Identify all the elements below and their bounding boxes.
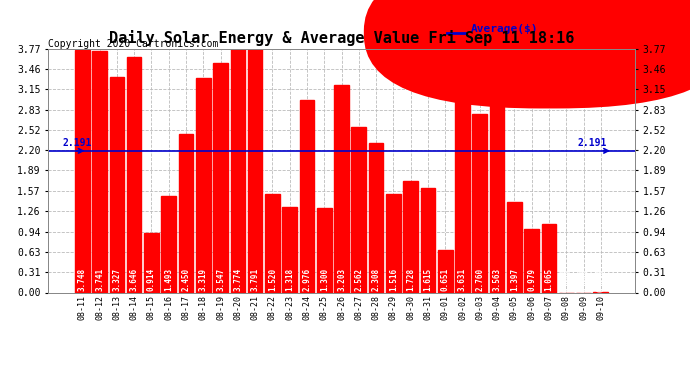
Text: 0.010: 0.010 <box>596 269 605 292</box>
Bar <box>542 224 556 292</box>
Bar <box>386 195 401 292</box>
Bar <box>282 207 297 292</box>
Text: 1.493: 1.493 <box>164 267 173 291</box>
Text: 1.318: 1.318 <box>285 267 294 291</box>
Bar <box>421 188 435 292</box>
Bar <box>299 100 315 292</box>
Bar <box>179 134 193 292</box>
Title: Daily Solar Energy & Average Value Fri Sep 11 18:16: Daily Solar Energy & Average Value Fri S… <box>109 30 574 46</box>
Bar <box>265 194 279 292</box>
Text: 3.791: 3.791 <box>250 267 259 291</box>
Text: 1.397: 1.397 <box>510 267 519 291</box>
Text: 2.760: 2.760 <box>475 267 484 291</box>
Text: 1.728: 1.728 <box>406 267 415 291</box>
Text: 3.203: 3.203 <box>337 267 346 291</box>
Text: 1.520: 1.520 <box>268 267 277 291</box>
FancyBboxPatch shape <box>364 0 690 108</box>
Bar <box>455 58 470 292</box>
Bar <box>230 48 245 292</box>
Text: Daily($): Daily($) <box>559 24 613 34</box>
Text: 3.774: 3.774 <box>233 267 242 291</box>
Bar <box>92 51 107 292</box>
Text: 1.065: 1.065 <box>544 267 553 291</box>
Text: 3.327: 3.327 <box>112 267 121 291</box>
Bar <box>317 209 332 292</box>
Text: 3.631: 3.631 <box>458 267 467 291</box>
Text: 3.547: 3.547 <box>216 267 225 291</box>
Bar <box>75 50 90 292</box>
Text: 1.516: 1.516 <box>389 267 398 291</box>
Text: Copyright 2020 Cartronics.com: Copyright 2020 Cartronics.com <box>48 39 219 50</box>
Text: 0.914: 0.914 <box>147 267 156 291</box>
Text: 0.979: 0.979 <box>527 267 536 291</box>
Text: 2.976: 2.976 <box>302 267 311 291</box>
Bar <box>473 114 487 292</box>
Bar <box>368 143 384 292</box>
Bar <box>144 233 159 292</box>
Text: 2.191: 2.191 <box>578 138 607 148</box>
Text: 1.300: 1.300 <box>319 267 328 291</box>
Bar <box>110 77 124 292</box>
Text: 2.562: 2.562 <box>355 267 364 291</box>
Text: 0.000: 0.000 <box>579 269 588 292</box>
Bar <box>127 57 141 292</box>
Bar <box>438 251 453 292</box>
Bar <box>334 86 349 292</box>
Bar <box>213 63 228 292</box>
Bar <box>248 47 262 292</box>
Bar <box>196 78 210 292</box>
Text: 2.450: 2.450 <box>181 267 190 291</box>
Text: 1.615: 1.615 <box>424 267 433 291</box>
Bar <box>490 62 504 292</box>
Text: 2.308: 2.308 <box>372 267 381 291</box>
Text: 3.748: 3.748 <box>78 267 87 291</box>
Text: 3.563: 3.563 <box>493 267 502 291</box>
Bar <box>351 127 366 292</box>
Text: 3.319: 3.319 <box>199 267 208 291</box>
Text: 3.646: 3.646 <box>130 267 139 291</box>
Text: 2.191: 2.191 <box>62 138 92 148</box>
Bar <box>524 229 539 292</box>
Bar <box>161 196 176 292</box>
Bar <box>507 202 522 292</box>
Text: 0.651: 0.651 <box>441 267 450 291</box>
Text: 0.000: 0.000 <box>562 269 571 292</box>
Text: 3.741: 3.741 <box>95 267 104 291</box>
Text: Average($): Average($) <box>471 24 538 34</box>
Bar <box>404 181 418 292</box>
